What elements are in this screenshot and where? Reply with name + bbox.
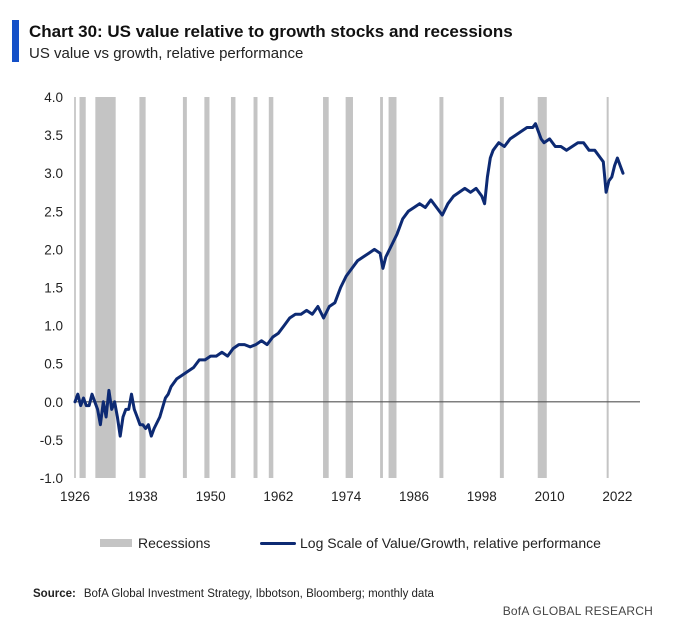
series-layer [73,122,625,438]
source-text: BofA Global Investment Strategy, Ibbotso… [83,588,434,600]
chart-title: Chart 30: US value relative to growth st… [29,22,513,41]
y-tick-label: 0.5 [44,357,63,372]
recession-band-9 [345,97,353,478]
recession-band-10 [380,97,383,478]
legend-item-line: Log Scale of Value/Growth, relative perf… [260,535,601,551]
recession-band-2 [139,97,146,478]
recession-band-15 [606,97,609,478]
recession-bands [79,97,609,478]
legend-label-recessions: Recessions [138,535,211,551]
y-tick-label: 4.0 [44,90,63,105]
y-tick-label: -1.0 [40,471,63,486]
x-tick-label: 1974 [331,489,362,504]
x-tick-label: 2022 [602,489,632,504]
recession-band-6 [253,97,258,478]
legend-label-line: Log Scale of Value/Growth, relative perf… [300,535,601,551]
x-tick-label: 1938 [128,489,158,504]
legend-item-recessions: Recessions [100,535,210,551]
chart-subtitle: US value vs growth, relative performance [29,45,304,62]
axes: -1.0 -0.5 0.0 0.5 1.0 1.5 2.0 2.5 3.0 3.5 4.0 1926 1… [40,90,640,504]
legend: Recessions Log Scale of Value/Growth, re… [0,535,683,555]
y-tick-label: 2.0 [44,242,63,257]
recession-band-5 [230,97,236,478]
y-tick-label: 0.0 [44,395,63,410]
recession-band-4 [204,97,210,478]
title-accent-bar [12,20,19,62]
x-tick-label: 1926 [60,489,90,504]
x-tick-label: 2010 [535,489,565,504]
recession-band-11 [388,97,397,478]
recession-band-13 [499,97,504,478]
legend-swatch-recessions [100,539,132,547]
chart-svg: -1.0 -0.5 0.0 0.5 1.0 1.5 2.0 2.5 3.0 3.5 4.0 1926 1… [40,90,640,504]
brand-label: BofA GLOBAL RESEARCH [502,604,653,618]
y-tick-label: 3.0 [44,166,63,181]
legend-swatch-line [260,541,296,545]
x-tick-label: 1998 [467,489,497,504]
recession-band-7 [268,97,274,478]
y-tick-label: 1.0 [44,319,63,334]
series-line-0 [73,122,625,438]
y-tick-label: 3.5 [44,128,63,143]
x-tick-label: 1962 [263,489,293,504]
x-tick-label: 1950 [196,489,226,504]
recession-band-0 [79,97,86,478]
x-tick-label: 1986 [399,489,429,504]
y-tick-label: 1.5 [44,281,63,296]
source-note: Source: BofA Global Investment Strategy, … [33,588,434,600]
recession-band-3 [182,97,187,478]
recession-band-8 [323,97,329,478]
recession-band-14 [537,97,547,478]
recession-band-1 [95,97,116,478]
source-label: Source: [33,588,76,600]
recession-band-12 [439,97,444,478]
y-tick-label: -0.5 [40,433,63,448]
y-tick-label: 2.5 [44,204,63,219]
